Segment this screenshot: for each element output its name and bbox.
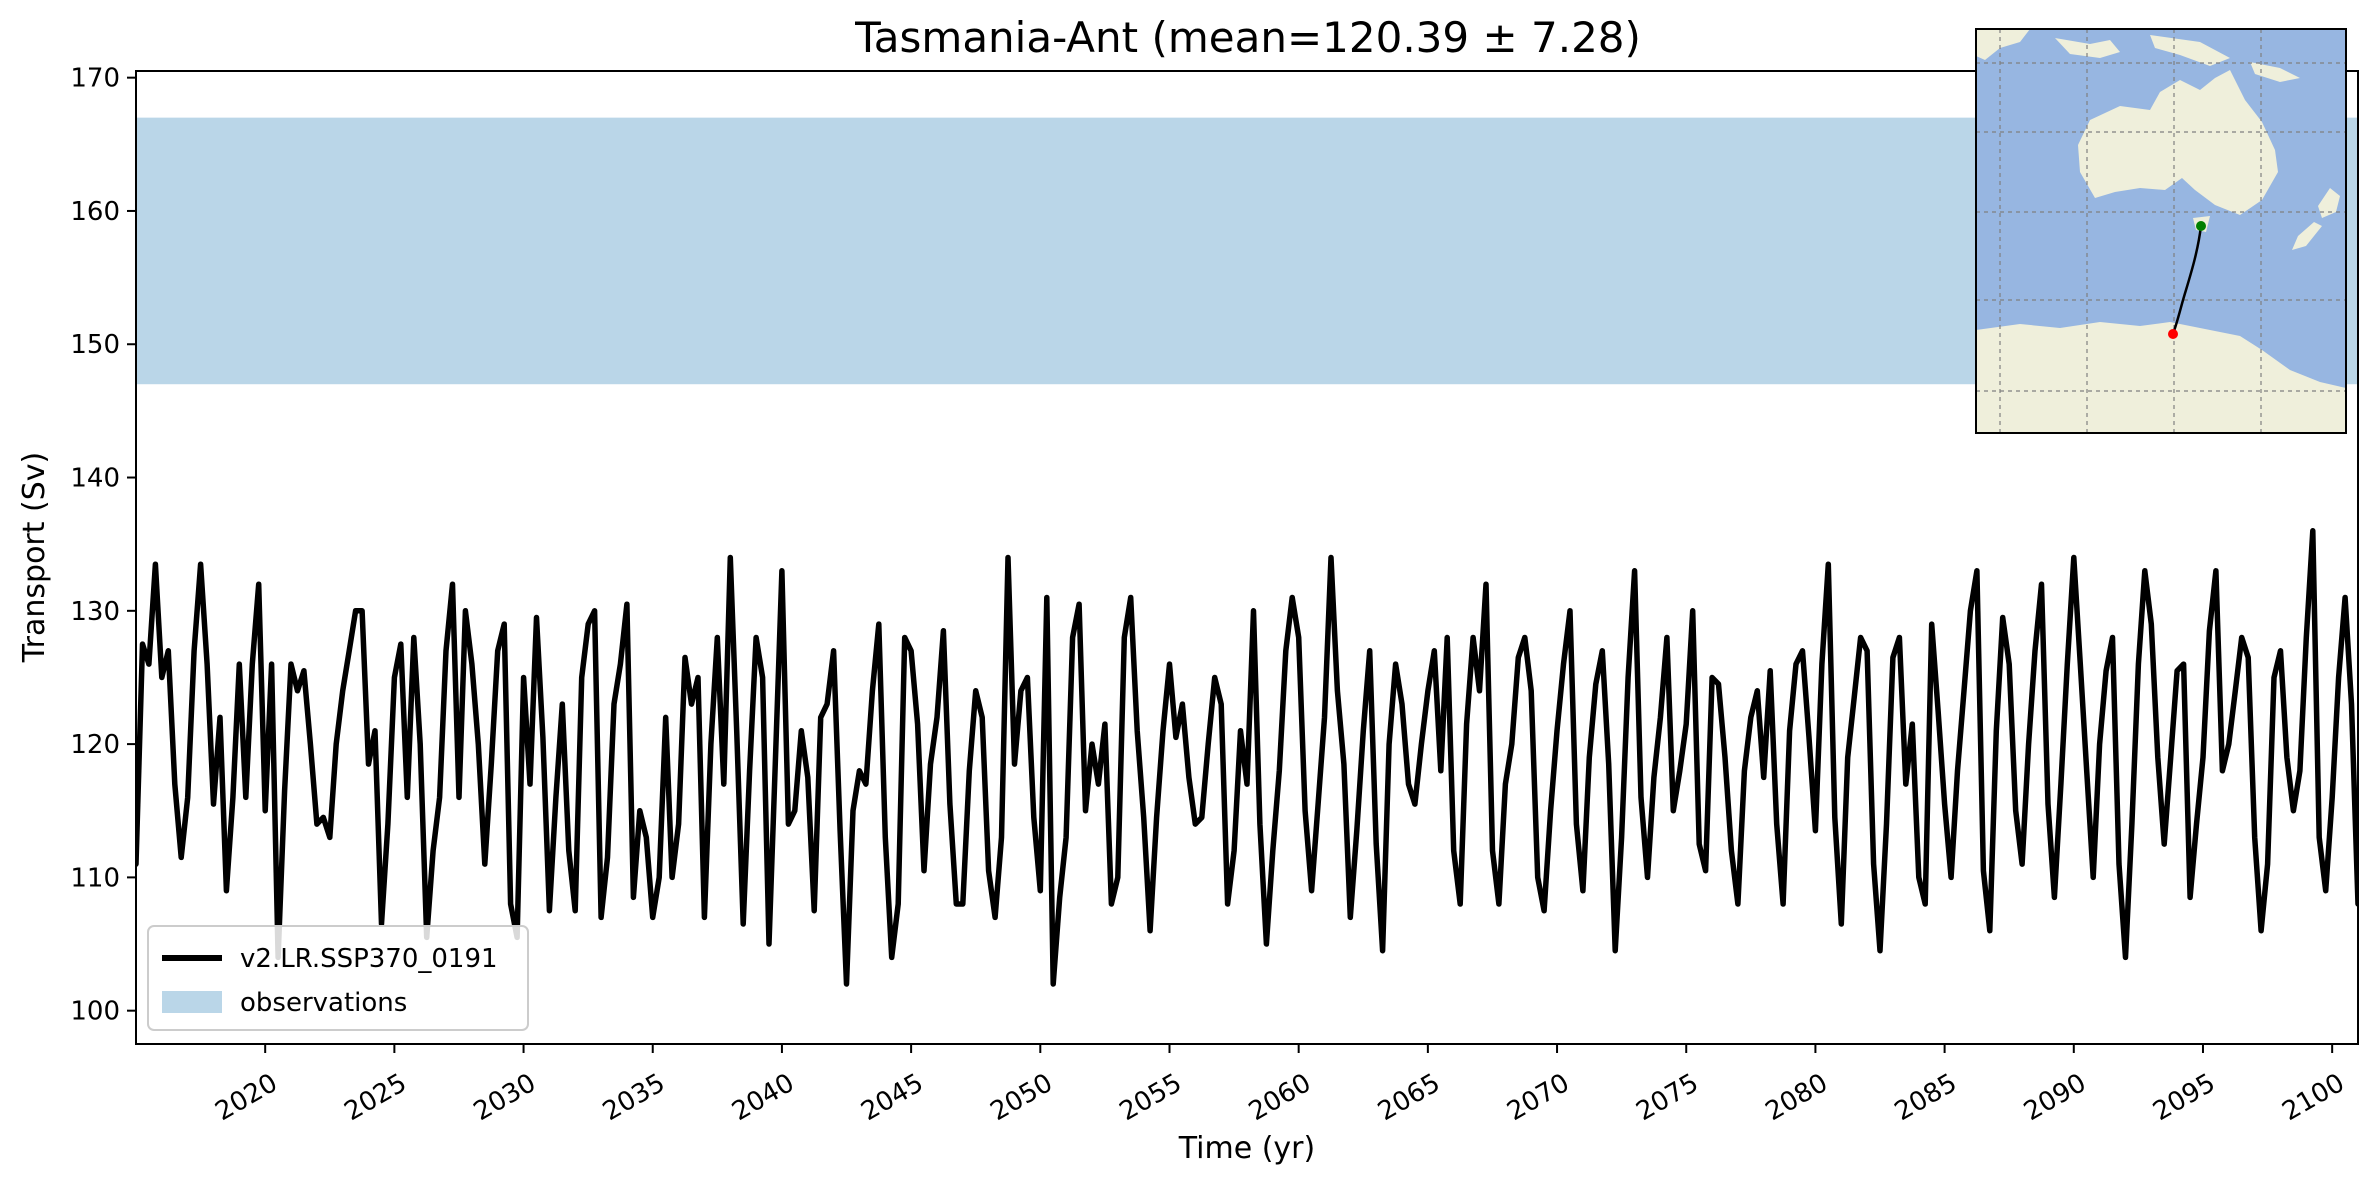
map-section-start-marker bbox=[2196, 221, 2206, 231]
legend-band-swatch bbox=[162, 991, 222, 1013]
map-frame bbox=[1975, 28, 2347, 434]
y-axis-label: Transport (Sv) bbox=[17, 452, 52, 664]
y-axis-ticks: 100 110 120 130 140 150 160 170 bbox=[70, 64, 136, 1027]
plot-frame bbox=[135, 70, 2359, 1045]
map-land-indonesia bbox=[1976, 29, 2300, 82]
map-section-line bbox=[2171, 225, 2203, 335]
x-axis-label: Time (yr) bbox=[1178, 1131, 1315, 1166]
y-tick-label: 120 bbox=[70, 730, 120, 760]
y-tick-label: 130 bbox=[70, 597, 120, 627]
y-tick-label: 170 bbox=[70, 64, 120, 94]
transport-series-line bbox=[136, 528, 2358, 987]
map-gridlines bbox=[1976, 29, 2346, 433]
y-tick-label: 110 bbox=[70, 863, 120, 893]
legend-box bbox=[147, 925, 529, 1031]
legend-series-label: v2.LR.SSP370_0191 bbox=[240, 944, 498, 974]
inset-map bbox=[1975, 28, 2347, 434]
y-tick-label: 150 bbox=[70, 330, 120, 360]
map-land-australia bbox=[2078, 70, 2278, 215]
chart-title: Tasmania-Ant (mean=120.39 ± 7.28) bbox=[854, 13, 1641, 62]
y-tick-label: 100 bbox=[70, 997, 120, 1027]
map-section-end-marker bbox=[2168, 329, 2178, 339]
y-tick-label: 140 bbox=[70, 464, 120, 494]
legend-observations-label: observations bbox=[240, 988, 407, 1018]
map-land-new-zealand bbox=[2292, 188, 2340, 250]
map-land-antarctica bbox=[1976, 322, 2346, 433]
y-tick-label: 160 bbox=[70, 197, 120, 227]
legend: v2.LR.SSP370_0191 observations bbox=[147, 925, 529, 1031]
